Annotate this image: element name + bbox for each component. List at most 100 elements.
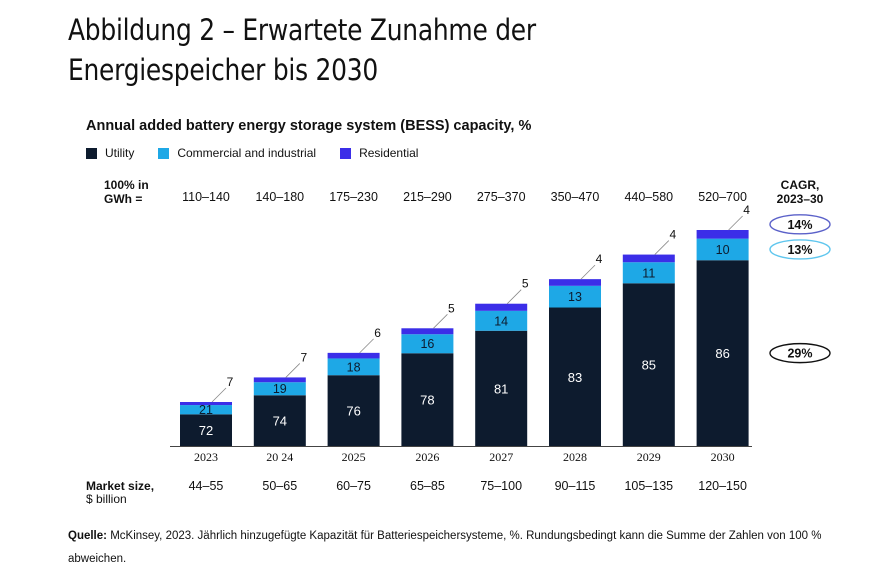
leader-line-residential-5 [580, 264, 596, 280]
bar-segment-residential-2 [327, 352, 380, 359]
data-label-commercial-3: 16 [420, 337, 434, 351]
data-label-utility-1: 74 [273, 414, 287, 429]
leader-line-residential-2 [359, 338, 374, 354]
data-label-utility-6: 85 [642, 358, 656, 373]
data-label-commercial-7: 10 [716, 243, 730, 257]
bar-segment-commercial-and-industrial-6 [622, 262, 675, 284]
bar-segment-commercial-and-industrial-3 [401, 334, 454, 354]
data-label-commercial-4: 14 [494, 314, 508, 328]
data-label-utility-2: 76 [346, 404, 360, 419]
data-label-residential-3: 5 [448, 301, 455, 315]
category-label-5: 2028 [563, 450, 587, 464]
legend-item-residential: Residential [340, 146, 418, 160]
legend-swatch-utility [86, 147, 97, 159]
bar-segment-utility-2 [327, 375, 380, 446]
cagr-label-1: CAGR, [781, 178, 820, 192]
gwh-total-6: 440–580 [624, 190, 673, 204]
legend-item-commercial: Commercial and industrial [158, 146, 316, 160]
bar-segment-residential-6 [622, 254, 675, 263]
bar-segment-utility-4 [475, 330, 528, 446]
source-text: McKinsey, 2023. Jährlich hinzugefügte Ka… [68, 530, 822, 565]
gwh-total-1: 140–180 [255, 190, 304, 204]
cagr-value-0: 14% [787, 218, 812, 232]
market-size-3: 65–85 [410, 479, 445, 493]
legend-swatch-commercial [158, 147, 170, 159]
data-label-residential-4: 5 [522, 277, 529, 291]
bar-segment-commercial-and-industrial-2 [327, 358, 380, 376]
leader-line-residential-6 [654, 240, 670, 255]
data-label-utility-5: 83 [568, 370, 582, 385]
leader-line-residential-0 [211, 387, 227, 403]
category-label-0: 2023 [194, 450, 218, 464]
market-size-4: 75–100 [480, 479, 522, 493]
leader-line-residential-1 [285, 363, 301, 378]
bar-segment-commercial-and-industrial-4 [475, 310, 528, 331]
data-label-commercial-2: 18 [347, 360, 361, 374]
chart-title: Annual added battery energy storage syst… [86, 118, 532, 134]
market-row-label-1: Market size, [86, 479, 154, 493]
bar-segment-utility-3 [401, 353, 454, 446]
data-label-residential-7: 4 [743, 203, 750, 217]
cagr-label-2: 2023–30 [777, 192, 824, 206]
market-size-5: 90–115 [555, 479, 596, 493]
market-size-6: 105–135 [624, 479, 673, 493]
legend: Utility Commercial and industrial Reside… [86, 146, 418, 160]
cagr-oval-1 [769, 239, 831, 260]
gwh-total-4: 275–370 [477, 190, 526, 204]
legend-label-utility: Utility [105, 146, 135, 160]
leader-line-residential-3 [433, 314, 448, 329]
bar-segment-commercial-and-industrial-1 [253, 382, 306, 396]
bar-segment-residential-7 [696, 230, 749, 239]
bar-segment-utility-5 [549, 307, 601, 446]
category-label-7: 2030 [711, 450, 735, 464]
leader-line-residential-4 [506, 289, 522, 304]
gwh-total-0: 110–140 [182, 190, 230, 204]
cagr-oval-0 [769, 214, 831, 235]
category-label-2: 2025 [342, 450, 366, 464]
bar-segment-residential-4 [475, 303, 528, 311]
bar-segment-commercial-and-industrial-0 [180, 405, 232, 415]
cagr-value-1: 13% [787, 243, 812, 257]
gwh-row-label-1: 100% in [104, 178, 149, 192]
bar-segment-residential-5 [549, 279, 601, 286]
market-size-0: 44–55 [189, 479, 224, 493]
data-label-utility-0: 72 [199, 423, 213, 438]
leader-line-residential-7 [728, 215, 743, 231]
legend-swatch-residential [340, 147, 352, 159]
legend-label-residential: Residential [359, 146, 419, 160]
market-size-1: 50–65 [262, 479, 297, 493]
data-label-residential-5: 4 [596, 252, 603, 266]
source-label: Quelle: [68, 530, 107, 542]
legend-item-utility: Utility [86, 146, 134, 160]
market-size-7: 120–150 [698, 479, 747, 493]
gwh-row-label-2: GWh = [104, 192, 142, 206]
bar-segment-commercial-and-industrial-5 [549, 285, 601, 308]
data-label-commercial-0: 21 [199, 403, 213, 417]
bar-segment-utility-6 [622, 283, 675, 446]
bar-segment-utility-7 [696, 260, 749, 446]
market-size-2: 60–75 [336, 479, 371, 493]
cagr-value-2: 29% [787, 347, 812, 361]
data-label-residential-2: 6 [374, 326, 381, 340]
bar-segment-residential-3 [401, 328, 454, 335]
gwh-total-3: 215–290 [403, 190, 452, 204]
page-title: Abbildung 2 – Erwartete Zunahme der Ener… [68, 13, 536, 87]
cagr-oval-2 [769, 342, 831, 364]
market-row-label-2: $ billion [86, 492, 127, 506]
gwh-total-7: 520–700 [698, 190, 747, 204]
category-label-4: 2027 [489, 450, 513, 464]
data-label-commercial-1: 19 [273, 382, 287, 396]
category-label-6: 2029 [637, 450, 661, 464]
data-label-residential-6: 4 [669, 228, 676, 242]
data-label-utility-7: 86 [715, 346, 729, 361]
data-label-residential-0: 7 [227, 375, 234, 389]
gwh-total-2: 175–230 [329, 190, 378, 204]
data-label-commercial-5: 13 [568, 290, 582, 304]
data-label-utility-4: 81 [494, 381, 508, 396]
legend-label-commercial: Commercial and industrial [177, 146, 317, 160]
data-label-residential-1: 7 [300, 350, 307, 364]
data-label-utility-3: 78 [420, 393, 434, 408]
gwh-total-5: 350–470 [551, 190, 600, 204]
category-label-3: 2026 [415, 450, 439, 464]
